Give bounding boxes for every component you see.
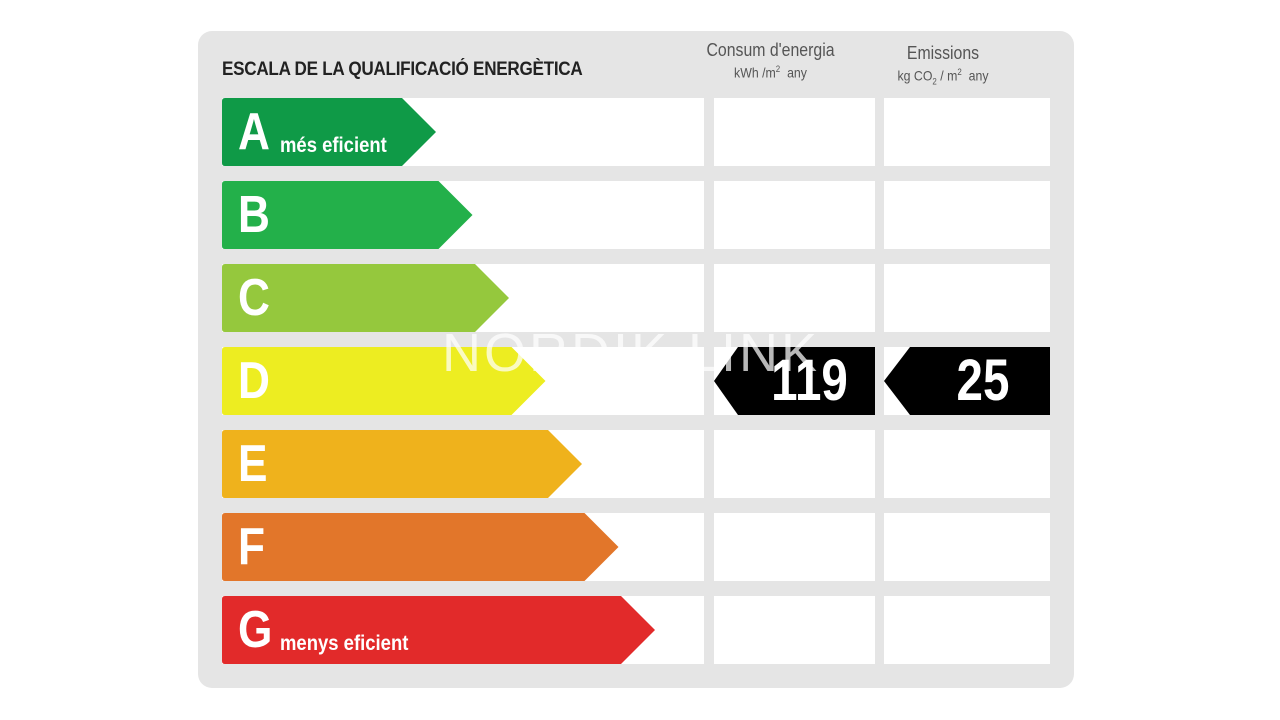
watermark: NORDIK LINK: [442, 323, 821, 383]
emissions-marker: 25: [884, 347, 1050, 415]
rating-bar-cell: F: [222, 513, 704, 581]
rating-label: menys eficient: [280, 632, 409, 655]
consum-cell: [714, 430, 875, 498]
consum-unit: kWh /m2 any: [734, 64, 807, 81]
consum-marker-value: 119: [771, 348, 848, 413]
rating-letter: A: [238, 103, 270, 161]
rating-bar-cell: C: [222, 264, 704, 332]
emissions-header: Emissions kg CO2 / m2 any: [870, 43, 1016, 86]
rating-bar-cell: E: [222, 430, 704, 498]
emissions-cell: [884, 264, 1050, 332]
consum-cell: [714, 264, 875, 332]
rating-arrow-b: B: [222, 181, 473, 249]
rating-bar-cell: B: [222, 181, 704, 249]
scale-title: ESCALA DE LA QUALIFICACIÓ ENERGÈTICA: [222, 59, 583, 80]
energy-rating-card: ESCALA DE LA QUALIFICACIÓ ENERGÈTICA Con…: [198, 31, 1074, 688]
consum-cell: [714, 596, 875, 664]
emissions-cell: [884, 596, 1050, 664]
consum-header: Consum d'energia kWh /m2 any: [700, 40, 842, 81]
rating-arrow-e: E: [222, 430, 582, 498]
rating-letter: E: [238, 435, 268, 493]
rating-arrow-f: F: [222, 513, 619, 581]
rating-letter: C: [238, 269, 270, 327]
emissions-cell: [884, 98, 1050, 166]
consum-cell: [714, 181, 875, 249]
emissions-marker-value: 25: [956, 348, 1010, 413]
consum-cell: [714, 513, 875, 581]
emissions-label: Emissions: [906, 43, 980, 63]
rating-letter: F: [238, 518, 266, 576]
rating-letter: B: [238, 186, 270, 244]
emissions-cell: [884, 181, 1050, 249]
rating-arrow-d: D: [222, 347, 546, 415]
rating-label: més eficient: [280, 134, 387, 157]
consum-cell: 119: [714, 347, 875, 415]
emissions-cell: 25: [884, 347, 1050, 415]
rating-letter: G: [238, 601, 273, 659]
emissions-cell: [884, 513, 1050, 581]
consum-marker: 119: [714, 347, 875, 415]
rating-arrow-c: C: [222, 264, 509, 332]
consum-cell: [714, 98, 875, 166]
consum-label: Consum d'energia: [706, 40, 835, 60]
rating-letter: D: [238, 352, 270, 410]
emissions-unit: kg CO2 / m2 any: [897, 67, 989, 87]
emissions-cell: [884, 430, 1050, 498]
rating-bar-cell: D: [222, 347, 704, 415]
